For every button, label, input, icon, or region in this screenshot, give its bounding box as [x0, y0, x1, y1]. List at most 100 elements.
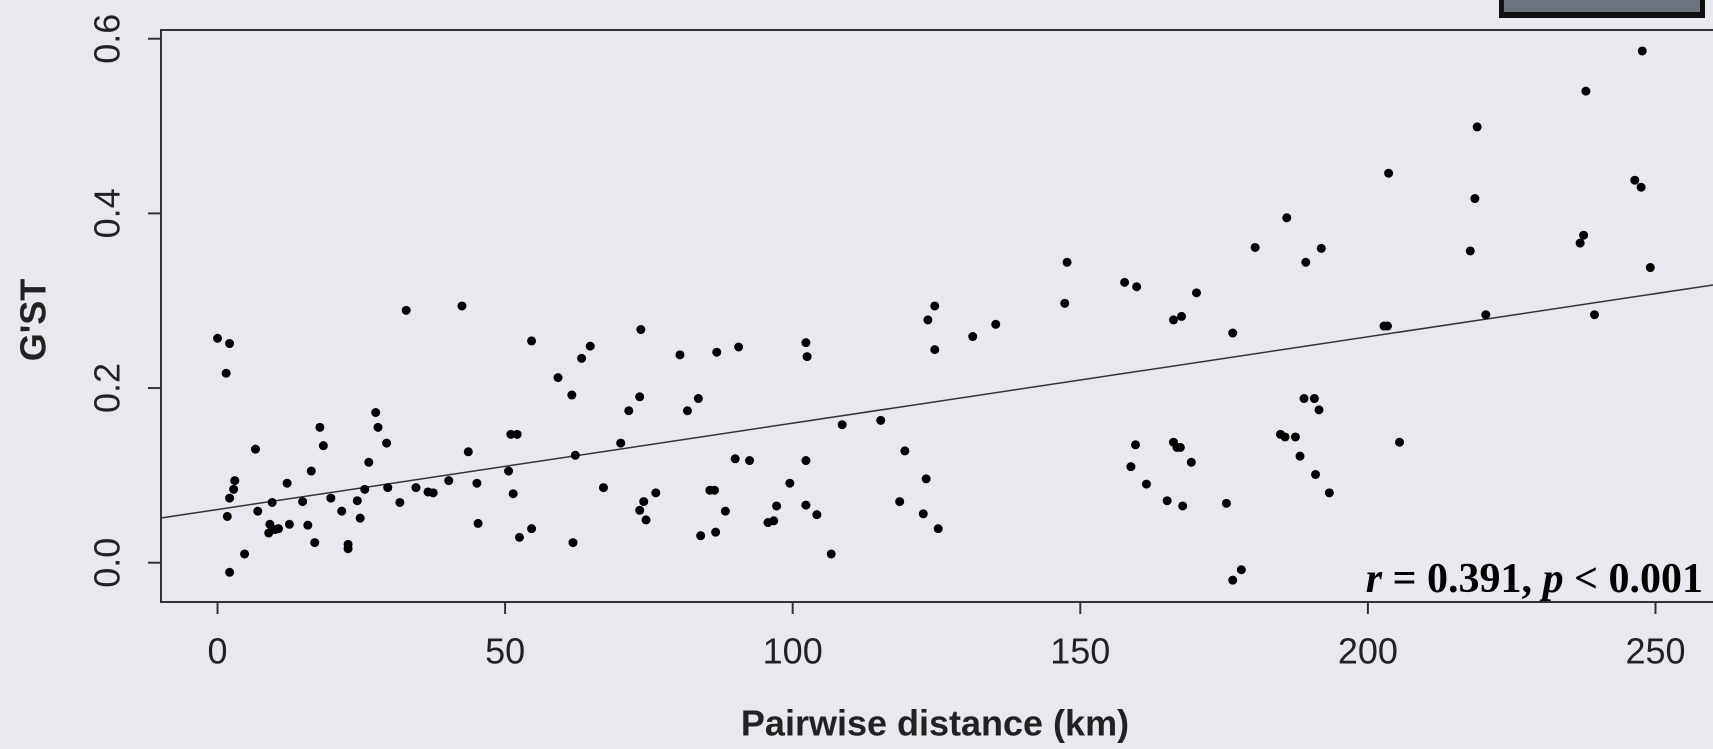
point — [812, 510, 822, 520]
point — [641, 515, 651, 525]
point — [1295, 451, 1305, 461]
point — [720, 506, 730, 516]
point — [567, 390, 577, 400]
point — [444, 476, 454, 486]
point — [1280, 432, 1290, 442]
point — [624, 406, 634, 416]
point — [306, 466, 316, 476]
point — [1177, 311, 1187, 321]
point — [457, 301, 467, 311]
point — [472, 478, 482, 488]
point — [514, 532, 524, 542]
point — [1126, 462, 1136, 472]
point — [802, 352, 812, 362]
annotation-part: r — [1366, 556, 1383, 602]
point — [230, 476, 240, 486]
point — [968, 332, 978, 342]
point — [253, 506, 263, 516]
point — [1470, 194, 1480, 204]
point — [635, 505, 645, 515]
fit-line — [159, 284, 1713, 519]
point — [1581, 86, 1591, 96]
point — [1060, 298, 1070, 308]
point — [1395, 437, 1405, 447]
point — [772, 501, 782, 511]
point — [411, 483, 421, 493]
point — [1316, 243, 1326, 253]
point — [1131, 440, 1141, 450]
y-tick-label: 0.2 — [87, 363, 128, 413]
point — [1579, 230, 1589, 240]
point — [734, 342, 744, 352]
point — [1250, 242, 1260, 252]
x-tick-label: 50 — [485, 631, 525, 672]
point — [675, 350, 685, 360]
point — [1178, 501, 1188, 511]
point — [1590, 310, 1600, 320]
point — [1472, 122, 1482, 132]
point — [895, 497, 905, 507]
point — [801, 500, 811, 510]
point — [360, 484, 370, 494]
point — [343, 544, 353, 554]
point — [636, 325, 646, 335]
point — [1236, 565, 1246, 575]
point — [463, 447, 473, 457]
point — [1645, 263, 1655, 273]
point — [1132, 282, 1142, 292]
point — [1186, 457, 1196, 467]
point — [801, 338, 811, 348]
x-tick-label: 250 — [1625, 631, 1685, 672]
point — [337, 506, 347, 516]
point — [1228, 328, 1238, 338]
point — [508, 489, 518, 499]
point — [303, 520, 313, 530]
point — [373, 422, 383, 432]
point — [225, 567, 235, 577]
point — [1191, 288, 1201, 298]
point — [527, 336, 537, 346]
point — [506, 429, 516, 439]
point — [473, 518, 483, 528]
point — [395, 497, 405, 507]
point — [876, 415, 886, 425]
point — [382, 438, 392, 448]
point — [401, 305, 411, 315]
point — [616, 438, 626, 448]
point — [1481, 310, 1491, 320]
point — [921, 474, 931, 484]
plot-frame — [160, 29, 1713, 603]
point — [991, 319, 1001, 329]
point — [428, 488, 438, 498]
point — [284, 519, 294, 529]
point — [900, 446, 910, 456]
point — [282, 478, 292, 488]
point — [1290, 432, 1300, 442]
point — [229, 484, 239, 494]
point — [730, 454, 740, 464]
point — [682, 406, 692, 416]
annotation: r = 0.391, p < 0.001 — [1366, 556, 1703, 602]
point — [355, 513, 365, 523]
point — [213, 333, 223, 343]
point — [1168, 315, 1178, 325]
point — [923, 315, 933, 325]
point — [933, 524, 943, 534]
point — [1465, 246, 1475, 256]
y-tick-label: 0.6 — [87, 14, 128, 64]
point — [225, 493, 235, 503]
point — [512, 429, 522, 439]
point — [1282, 213, 1292, 223]
point — [1162, 496, 1172, 506]
point — [221, 368, 231, 378]
point — [273, 524, 283, 534]
point — [1141, 479, 1151, 489]
point — [1324, 488, 1334, 498]
point — [1120, 277, 1130, 287]
point — [598, 483, 608, 493]
point — [1221, 498, 1231, 508]
point — [315, 422, 325, 432]
x-tick-label: 100 — [763, 631, 823, 672]
